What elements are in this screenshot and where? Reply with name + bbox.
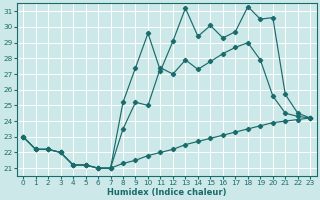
X-axis label: Humidex (Indice chaleur): Humidex (Indice chaleur) — [107, 188, 227, 197]
